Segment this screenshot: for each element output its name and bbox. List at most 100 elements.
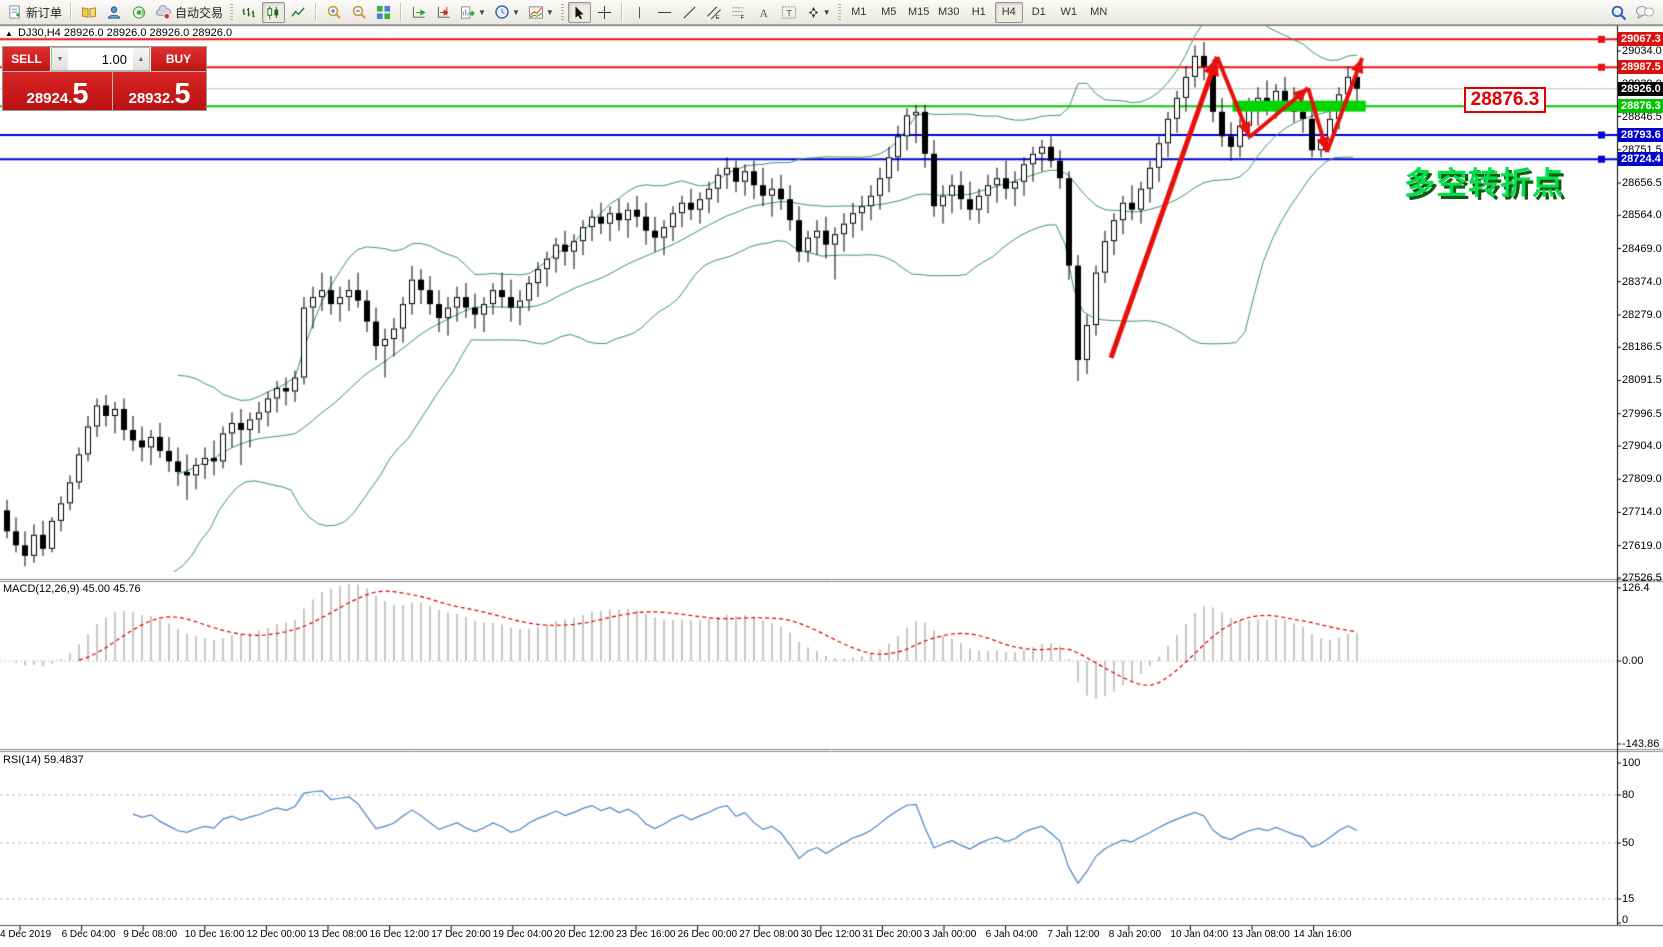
text-label-button[interactable]: T (778, 2, 801, 23)
chart-shift-icon (437, 6, 450, 18)
arrows-button[interactable]: ▼ (803, 2, 834, 23)
expand-marker[interactable]: ▲ (5, 29, 13, 38)
auto-scroll-button[interactable] (407, 2, 430, 23)
indicators-button[interactable]: ▼ (457, 2, 489, 23)
buy-button[interactable]: BUY (151, 47, 206, 71)
horizontal-line-button[interactable] (653, 2, 676, 23)
template-icon (528, 5, 543, 19)
vertical-line-button[interactable] (628, 2, 651, 23)
macd-scale-label: -143.86 (1622, 738, 1660, 750)
timeframe-w1[interactable]: W1 (1060, 6, 1077, 18)
rsi-name: RSI(14) (3, 754, 41, 766)
timeframe-h1[interactable]: H1 (971, 6, 986, 18)
bar-chart-button[interactable] (237, 2, 260, 23)
main-toolbar: 新订单 自动交易 ▼ ▼ (0, 0, 1663, 25)
time-label: 19 Dec 04:00 (492, 929, 553, 940)
market-watch-button[interactable] (77, 2, 100, 23)
volume-increase-button[interactable]: ▲ (133, 48, 149, 70)
sell-price[interactable]: 28924. 5 (3, 72, 112, 110)
price-badge: 28876.3 (1618, 99, 1663, 114)
data-window-button[interactable] (102, 2, 125, 23)
vertical-line-icon (638, 6, 640, 18)
timeframe-m5[interactable]: M5 (881, 6, 897, 18)
chart-shift-button[interactable] (432, 2, 455, 23)
zoom-out-button[interactable] (347, 2, 370, 23)
rsi-scale-label: 50 (1622, 837, 1635, 849)
timeframe-mn[interactable]: MN (1090, 6, 1108, 18)
price-tick-label: 27619.0 (1622, 539, 1662, 552)
rsi-scale-label: 15 (1622, 893, 1635, 905)
chevron-down-icon: ▼ (822, 7, 831, 17)
trendline-button[interactable] (678, 2, 701, 23)
turning-point-annotation[interactable]: 多空转折点 (1404, 166, 1564, 201)
sell-price-big: 5 (72, 78, 89, 110)
price-tick-label: 28374.0 (1622, 275, 1662, 288)
fibonacci-icon: F (732, 6, 745, 20)
macd-main-value: 45.00 (82, 583, 111, 595)
price-tick-label: 28186.5 (1622, 341, 1662, 354)
timeframe-d1[interactable]: D1 (1031, 6, 1046, 18)
text-button[interactable]: A (753, 2, 776, 23)
zoom-in-icon (327, 5, 341, 19)
autotrading-label: 自动交易 (175, 5, 224, 20)
autotrading-button[interactable]: 自动交易 (152, 2, 226, 23)
search-button[interactable] (1607, 2, 1630, 23)
rsi-scale-label: 100 (1622, 757, 1641, 769)
cursor-button[interactable] (567, 1, 591, 23)
time-label: 27 Dec 08:00 (739, 929, 799, 940)
price-tick-label: 27904.0 (1622, 440, 1662, 453)
time-label: 17 Dec 20:00 (431, 929, 491, 940)
timeframe-m1[interactable]: M1 (851, 6, 867, 18)
channel-button[interactable]: E (703, 2, 726, 23)
line-chart-button[interactable] (287, 2, 310, 23)
price-level-label[interactable]: 28876.3 (1464, 87, 1546, 113)
zoom-in-button[interactable] (322, 2, 345, 23)
sell-button[interactable]: SELL (3, 47, 50, 71)
price-tick-label: 27714.0 (1622, 506, 1662, 519)
time-label: 3 Jan 00:00 (924, 929, 977, 940)
volume-decrease-button[interactable]: ▼ (52, 48, 68, 70)
one-click-trade-panel: SELL ▼ 1.00 ▲ BUY 28924. 5 28932. 5 (2, 46, 207, 111)
trendline-icon (683, 6, 696, 18)
new-order-button[interactable]: 新订单 (5, 2, 65, 23)
chevron-down-icon: ▼ (511, 7, 520, 17)
macd-signal-value: 45.76 (113, 583, 141, 595)
templates-button[interactable]: ▼ (525, 2, 557, 23)
fibonacci-button[interactable]: F (728, 2, 751, 23)
price-badge: 29067.3 (1618, 32, 1663, 47)
price-tick-label: 27809.0 (1622, 473, 1662, 486)
sell-price-main: 28924. (26, 90, 73, 107)
crosshair-button[interactable] (593, 2, 616, 23)
time-label: 13 Dec 08:00 (308, 929, 368, 940)
rsi-value: 59.4837 (43, 754, 84, 766)
time-label: 31 Dec 20:00 (862, 929, 922, 940)
buy-price[interactable]: 28932. 5 (113, 72, 206, 110)
price-tick-label: 27526.5 (1622, 572, 1662, 584)
crosshair-icon (597, 5, 611, 19)
text-label-icon: T (782, 5, 797, 19)
strategy-tester-button[interactable] (127, 2, 150, 23)
svg-text:T: T (786, 8, 792, 18)
new-order-label: 新订单 (26, 5, 63, 20)
time-label: 6 Dec 04:00 (61, 929, 116, 940)
buy-price-big: 5 (174, 78, 191, 110)
candlestick-chart-button[interactable] (262, 1, 286, 23)
timeframe-m15[interactable]: M15 (908, 6, 930, 18)
price-tick-label: 28469.0 (1622, 242, 1662, 255)
candlestick-icon (267, 5, 279, 19)
time-label: 16 Dec 12:00 (369, 929, 430, 940)
chat-button[interactable] (1632, 2, 1658, 23)
volume-value[interactable]: 1.00 (101, 51, 127, 67)
tile-windows-button[interactable] (372, 2, 395, 23)
time-label: 8 Jan 20:00 (1108, 929, 1162, 940)
book-icon (81, 6, 96, 18)
timeframe-h4[interactable]: H4 (994, 1, 1023, 23)
periods-button[interactable]: ▼ (491, 2, 523, 23)
chevron-down-icon: ▼ (545, 7, 554, 17)
signal-icon (132, 5, 145, 19)
timeframe-m30[interactable]: M30 (938, 6, 960, 18)
price-tick-label: 29034.0 (1622, 45, 1662, 57)
price-tick-label: 28279.0 (1622, 308, 1662, 321)
chat-icon (1636, 6, 1654, 19)
